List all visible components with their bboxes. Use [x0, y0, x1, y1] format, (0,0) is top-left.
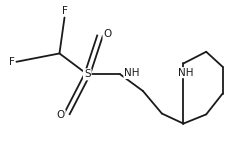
Text: O: O: [103, 29, 111, 39]
Text: NH: NH: [123, 68, 139, 78]
Text: S: S: [84, 69, 90, 79]
Text: O: O: [56, 110, 65, 120]
Text: F: F: [61, 6, 67, 16]
Text: NH: NH: [177, 68, 193, 78]
Text: F: F: [9, 57, 15, 67]
